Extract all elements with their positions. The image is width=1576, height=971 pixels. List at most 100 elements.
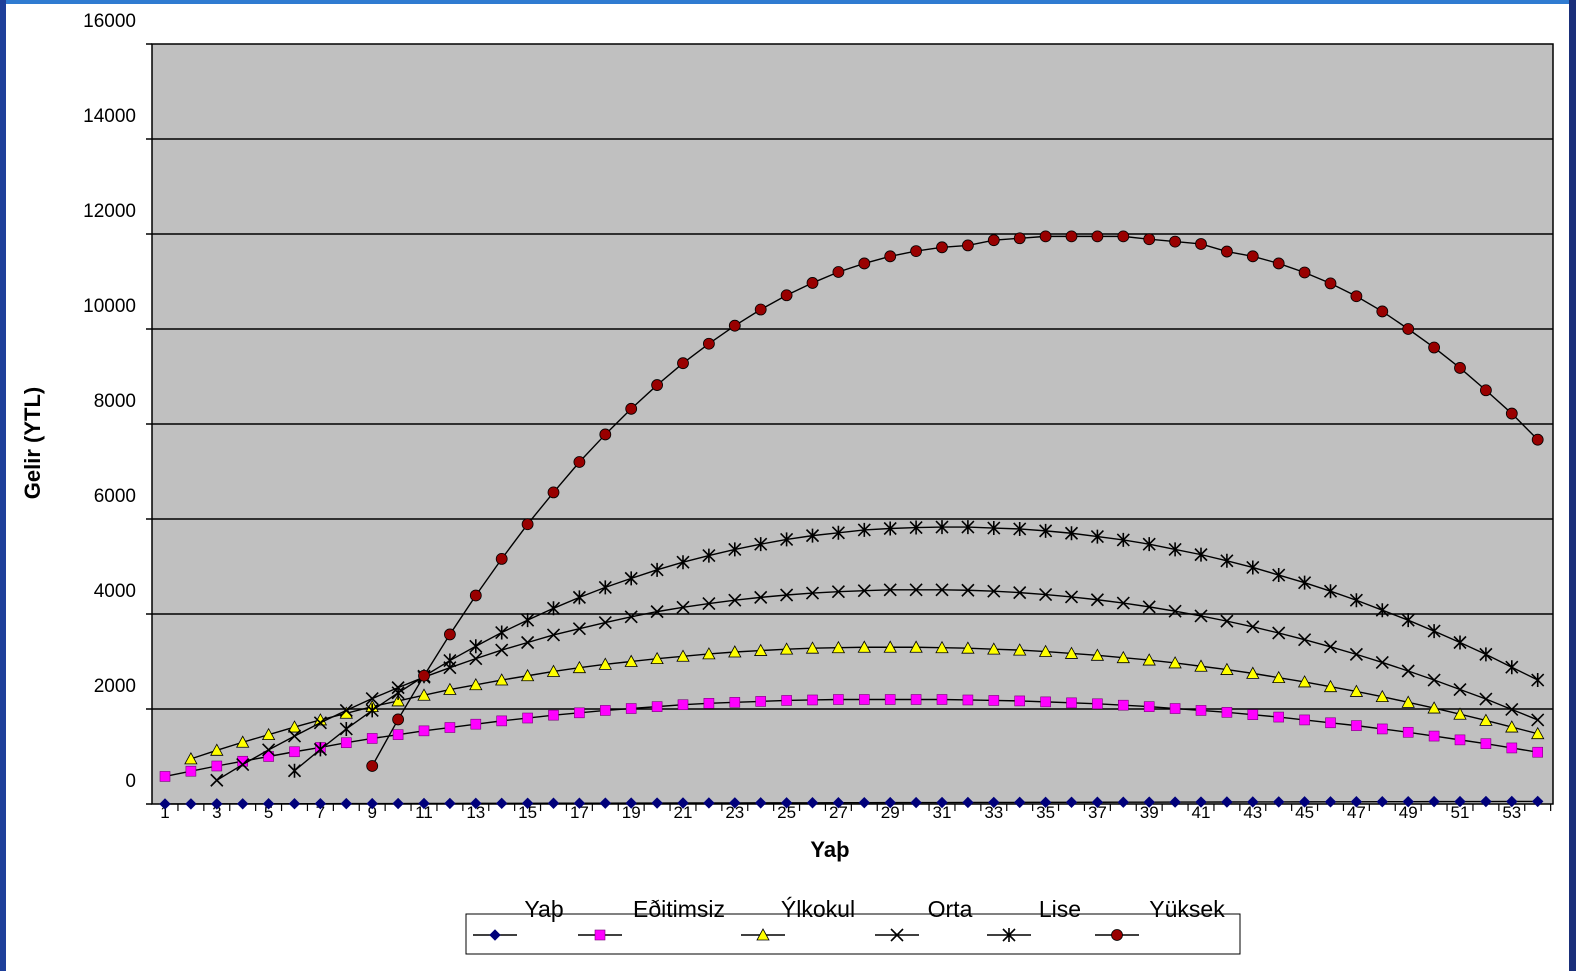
data-point [1169,703,1181,714]
data-point [1169,796,1181,808]
x-tick-label: 29 [881,803,900,822]
data-point [910,796,922,809]
data-point [1143,701,1155,712]
data-point [624,571,638,586]
data-point [495,625,509,640]
data-point [1298,266,1311,279]
data-point [1013,796,1026,809]
legend-label: Ýlkokul [781,896,855,922]
data-point [1350,796,1363,808]
data-point [780,289,793,302]
y-tick-label: 2000 [94,676,136,697]
data-point [1506,742,1518,754]
data-point [366,760,379,772]
data-point [962,239,974,252]
series-line [216,589,1538,781]
data-point [495,673,509,686]
x-tick-label: 33 [984,803,1003,822]
data-point [857,640,871,653]
data-point [599,797,612,809]
data-point [729,797,741,809]
data-point [1428,795,1440,808]
data-point [884,250,897,263]
x-tick-label: 41 [1192,803,1211,822]
data-point [573,797,586,809]
data-point [935,520,949,535]
data-point [521,518,534,531]
data-point [780,797,793,809]
data-point [1480,795,1492,808]
data-point [1039,523,1053,538]
data-point [521,797,534,809]
data-point [1297,675,1312,688]
data-point [262,743,276,757]
data-point [1272,626,1286,640]
data-point [495,553,508,565]
data-point [521,613,535,628]
data-point [1142,600,1156,614]
data-point [1298,575,1312,590]
data-point [1454,362,1466,374]
data-point [1349,684,1364,697]
data-point [1454,734,1466,746]
legend-label: Lise [1039,896,1081,922]
data-point [443,628,456,641]
x-tick-label: 23 [725,803,744,822]
x-tick-label: 21 [674,803,693,822]
data-point [1427,624,1441,639]
legend-label: Eðitimsiz [633,896,725,922]
data-point [1273,711,1284,723]
data-point [1014,695,1026,707]
x-tick-label: 43 [1243,803,1262,822]
data-point [521,635,535,650]
data-point [1323,584,1338,599]
slide-border-right [1569,0,1576,971]
data-point [365,703,379,718]
data-point [936,796,948,809]
x-tick-label: 45 [1295,803,1314,822]
data-point [1221,707,1233,718]
data-point [1324,277,1337,290]
x-tick-label: 31 [933,803,952,822]
data-point [1195,705,1207,716]
legend-label: Yaþ [524,896,563,922]
data-point [1195,796,1207,808]
data-point [1116,596,1130,610]
data-point [1246,620,1260,634]
data-point [159,771,171,782]
data-point [936,694,948,705]
data-point [391,694,405,707]
data-point [1168,604,1182,618]
data-point [314,797,327,810]
data-point [546,628,561,642]
legend-marker [594,929,606,941]
data-point [313,742,327,757]
data-point [1401,613,1415,628]
data-point [1402,726,1414,738]
data-point [470,718,482,730]
data-point [961,520,975,535]
data-point [703,697,715,709]
data-point [1299,714,1310,726]
data-point [651,701,663,712]
data-point [520,668,535,682]
data-point [159,798,171,810]
data-point [211,798,223,810]
data-point [1247,709,1259,721]
data-point [988,695,1000,706]
data-point [1324,796,1337,808]
data-point [1220,662,1234,675]
data-point [547,486,560,499]
data-point [1013,586,1027,600]
series-4 [210,583,1545,787]
data-point [1013,643,1027,656]
x-tick-label: 27 [829,803,848,822]
data-point [1532,746,1543,758]
data-point [1118,699,1129,711]
data-point [288,798,301,810]
data-point [1220,614,1234,628]
data-point [988,796,1000,809]
data-point [702,596,716,611]
data-point [1066,697,1077,709]
